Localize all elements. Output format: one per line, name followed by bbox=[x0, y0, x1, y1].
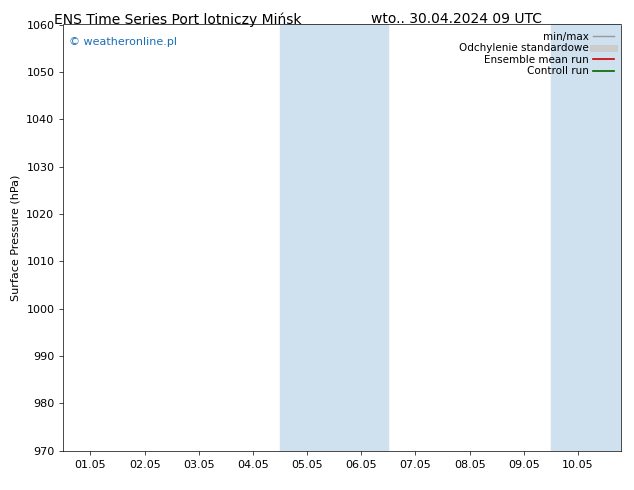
Text: ENS Time Series Port lotniczy Mińsk: ENS Time Series Port lotniczy Mińsk bbox=[54, 12, 301, 27]
Text: © weatheronline.pl: © weatheronline.pl bbox=[69, 37, 177, 48]
Bar bbox=[280, 24, 389, 451]
Text: wto.. 30.04.2024 09 UTC: wto.. 30.04.2024 09 UTC bbox=[371, 12, 542, 26]
Bar bbox=[551, 24, 621, 451]
Y-axis label: Surface Pressure (hPa): Surface Pressure (hPa) bbox=[11, 174, 21, 301]
Legend: min/max, Odchylenie standardowe, Ensemble mean run, Controll run: min/max, Odchylenie standardowe, Ensembl… bbox=[457, 30, 616, 78]
